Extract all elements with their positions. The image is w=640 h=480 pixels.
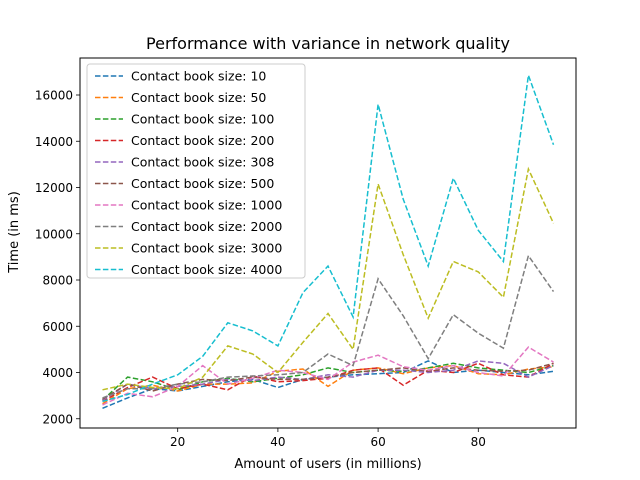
x-tick-label: 20	[170, 435, 185, 449]
series-line-9	[102, 75, 555, 403]
series-line-8	[102, 166, 555, 391]
y-tick-label: 4000	[42, 366, 73, 380]
y-tick-label: 6000	[42, 320, 73, 334]
legend-entry-9: Contact book size: 4000	[131, 262, 282, 277]
series-line-1	[102, 364, 554, 405]
legend-entry-0: Contact book size: 10	[131, 69, 266, 84]
legend-entry-5: Contact book size: 500	[131, 176, 274, 191]
plot-area	[101, 75, 555, 409]
y-tick-label: 16000	[35, 89, 73, 103]
y-axis: 2000 4000 6000 8000 10000 12000 14000 16000	[35, 89, 80, 426]
series-line-5	[102, 362, 554, 400]
x-axis: 20 40 60 80	[170, 428, 486, 449]
series-line-6	[102, 346, 554, 406]
y-tick-label: 8000	[42, 274, 73, 288]
legend-entry-4: Contact book size: 308	[131, 155, 274, 170]
legend-entry-1: Contact book size: 50	[131, 90, 266, 105]
y-tick-label: 14000	[35, 135, 73, 149]
legend-entry-6: Contact book size: 1000	[131, 198, 282, 213]
plot-frame	[79, 57, 577, 429]
series-line-2	[101, 362, 554, 401]
legend-entry-3: Contact book size: 200	[131, 133, 274, 148]
y-tick-label: 12000	[35, 181, 73, 195]
x-axis-label: Amount of users (in millions)	[234, 457, 421, 472]
y-tick-label: 2000	[42, 412, 73, 426]
legend: Contact book size: 10 Contact book size: …	[86, 63, 306, 279]
x-tick-label: 40	[270, 435, 285, 449]
x-tick-label: 60	[370, 435, 385, 449]
legend-box	[86, 63, 306, 279]
series-line-7	[102, 253, 555, 399]
legend-entry-7: Contact book size: 2000	[131, 219, 282, 234]
y-axis-label: Time (in ms)	[7, 191, 22, 274]
legend-entry-8: Contact book size: 3000	[131, 241, 282, 256]
chart-title: Performance with variance in network qua…	[146, 34, 510, 53]
y-tick-label: 10000	[35, 227, 73, 241]
legend-entry-2: Contact book size: 100	[131, 112, 274, 127]
x-tick-label: 80	[471, 435, 486, 449]
